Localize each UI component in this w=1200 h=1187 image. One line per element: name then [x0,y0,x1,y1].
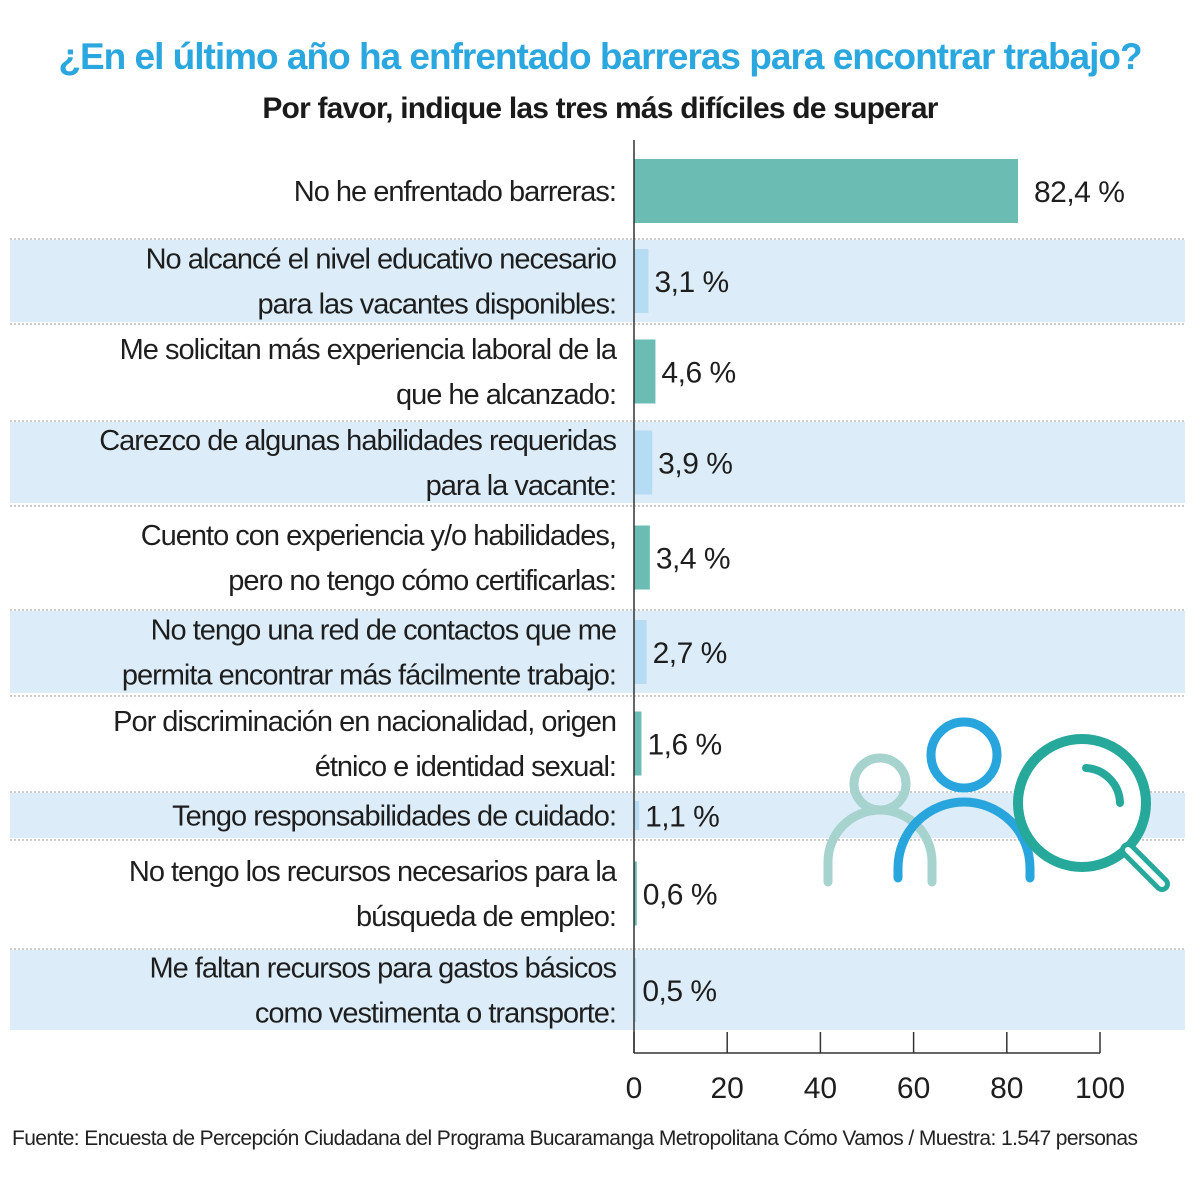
category-label: No tengo los recursos necesarios para la… [129,856,618,933]
value-label: 1,1 % [645,801,719,834]
bar [634,801,640,830]
row-band [10,611,1185,693]
row-band [10,793,1185,838]
category-label: Me solicitan más experiencia laboral de … [120,334,618,411]
category-label: Tengo responsabilidades de cuidado: [172,801,616,833]
bar [634,159,1018,223]
value-label: 82,4 % [1034,176,1124,209]
x-tick-label: 0 [626,1072,643,1105]
row-bands [10,240,1185,1030]
bar [634,430,653,495]
x-tick-label: 80 [990,1072,1023,1105]
bar [634,620,647,684]
row-band [10,422,1185,503]
value-label: 3,1 % [654,266,728,299]
bar [634,339,656,404]
value-label: 3,4 % [656,543,730,576]
people-search-icon [823,717,1170,892]
value-label: 1,6 % [647,729,721,762]
bars [634,159,1018,1022]
category-label: Me faltan recursos para gastos básicos co… [149,953,616,1030]
x-tick-label: 100 [1075,1072,1125,1105]
category-label: No tengo una red de contactos que me perm… [122,615,616,692]
category-label: Carezco de algunas habilidades requerida… [99,425,616,502]
bar [634,958,637,1022]
category-label: Cuento con experiencia y/o habilidades, p… [141,520,616,597]
category-label: No alcancé el nivel educativo necesario p… [146,244,616,321]
category-labels: No he enfrentado barreras: No alcancé el … [99,176,619,1030]
value-labels: 82,4 % 3,1 % 4,6 % 3,9 % 3,4 % 2,7 % 1,6 % 1,1 … [642,176,1125,1008]
x-axis: 0 20 40 60 80 100 [626,140,1125,1105]
value-label: 0,5 % [642,975,716,1008]
row-band [10,950,1185,1030]
bar [634,249,649,313]
value-label: 2,7 % [653,637,727,670]
x-tick-label: 60 [897,1072,930,1105]
bar [634,861,637,926]
value-label: 0,6 % [643,879,717,912]
row-band [10,240,1185,322]
value-label: 4,6 % [661,357,735,390]
x-tick-label: 20 [711,1072,744,1105]
chart-subtitle: Por favor, indique las tres más difícile… [262,92,938,125]
bar [634,525,650,590]
category-label: Por discriminación en nacionalidad, orig… [113,706,616,783]
x-tick-label: 40 [804,1072,837,1105]
bar [634,711,642,776]
value-label: 3,9 % [658,448,732,481]
category-label: No he enfrentado barreras: [294,176,616,208]
source-footer: Fuente: Encuesta de Percepción Ciudadana… [12,1127,1138,1150]
chart-title: ¿En el último año ha enfrentado barreras… [58,36,1142,77]
